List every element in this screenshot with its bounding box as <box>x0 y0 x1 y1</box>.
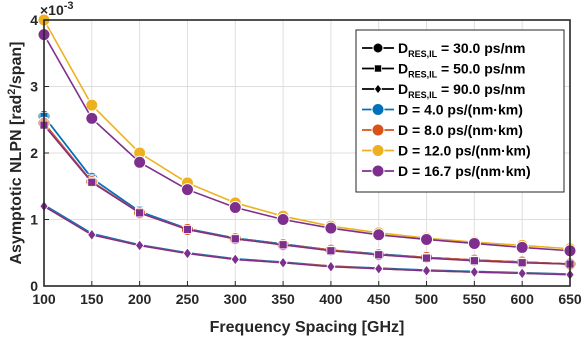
data-point <box>422 253 431 263</box>
data-point <box>517 258 527 268</box>
x-axis-label: Frequency Spacing [GHz] <box>210 319 405 336</box>
series-line <box>43 19 571 250</box>
y-tick-labels: 0 1 2 3 4 <box>30 12 49 294</box>
legend-box <box>355 29 565 193</box>
x-tick-label: 250 <box>176 291 200 307</box>
data-point <box>182 247 193 260</box>
legend-entry-suffix: = 50.0 ps/nm <box>437 61 525 77</box>
y-axis-label-end: /span] <box>8 41 25 88</box>
x-tick-label: 300 <box>224 291 248 307</box>
legend-marker <box>373 64 382 73</box>
legend-entry: DRES,IL = 90.0 ps/nm <box>398 81 525 100</box>
x-tick-label: 150 <box>80 291 104 307</box>
data-point <box>324 221 338 235</box>
legend-entry: D = 4.0 ps/(nm·km) <box>398 102 523 118</box>
legend-marker <box>371 103 385 116</box>
data-point <box>87 228 97 241</box>
legend-entry: D = 8.0 ps/(nm·km) <box>398 122 523 138</box>
legend-entry: D = 16.7 ps/(nm·km) <box>398 163 531 179</box>
y-exponent: ×10-3 <box>40 0 74 18</box>
data-point <box>230 234 240 244</box>
data-point <box>85 98 99 112</box>
y-axis-label-sup: 2 <box>6 89 18 95</box>
data-point <box>133 155 147 169</box>
data-point <box>326 246 336 256</box>
legend-entry: DRES,IL = 50.0 ps/nm <box>398 61 525 80</box>
legend-entry: DRES,IL = 30.0 ps/nm <box>398 40 525 59</box>
data-point <box>135 239 145 252</box>
data-point <box>469 256 479 266</box>
y-exponent-power: -3 <box>64 0 74 12</box>
legend-marker <box>371 164 385 178</box>
y-tick-label: 0 <box>30 278 38 294</box>
data-point <box>183 225 192 234</box>
data-point <box>420 232 434 246</box>
legend-entry-subscript: RES,IL <box>408 70 438 80</box>
plot-series <box>37 13 577 281</box>
legend-marker <box>372 42 384 54</box>
legend-entry-prefix: D <box>398 61 408 77</box>
data-point <box>326 260 336 273</box>
x-tick-label: 450 <box>367 291 391 307</box>
data-point <box>374 250 384 260</box>
legend-marker <box>371 123 385 137</box>
data-point <box>278 240 288 250</box>
data-point <box>421 264 432 277</box>
y-tick-label: 4 <box>30 12 38 28</box>
data-point <box>276 213 290 226</box>
data-point <box>135 208 145 218</box>
data-point <box>228 201 242 215</box>
y-exponent-base: ×10 <box>40 2 64 18</box>
series-line <box>43 205 571 276</box>
legend-marker <box>371 144 385 157</box>
legend-entry: D = 12.0 ps/(nm·km) <box>398 143 531 159</box>
legend-entry-prefix: D <box>398 81 408 97</box>
series-line <box>43 34 571 252</box>
y-axis-label: Asymptotic NLPN [rad2/span] <box>6 41 25 264</box>
data-point <box>374 262 384 275</box>
legend-entry-suffix: = 30.0 ps/nm <box>437 40 525 56</box>
legend-entry-suffix: = 90.0 ps/nm <box>437 81 525 97</box>
y-tick-label: 3 <box>30 79 38 95</box>
data-point <box>372 228 386 242</box>
data-point <box>87 177 97 187</box>
data-point <box>467 236 481 250</box>
data-point <box>278 256 288 269</box>
x-tick-label: 550 <box>463 291 487 307</box>
x-tick-label: 200 <box>128 291 152 307</box>
legend-entry-subscript: RES,IL <box>408 90 438 100</box>
y-tick-label: 2 <box>30 145 38 161</box>
data-point <box>469 265 479 279</box>
y-axis-label-main: Asymptotic NLPN [rad <box>8 95 25 265</box>
series-line <box>43 124 571 265</box>
x-tick-label: 500 <box>415 291 439 307</box>
legend-marker <box>373 83 383 95</box>
data-point <box>230 253 240 266</box>
data-point <box>85 111 99 125</box>
x-tick-label: 400 <box>319 291 343 307</box>
y-tick-label: 1 <box>30 212 38 228</box>
x-tick-label: 650 <box>558 291 582 307</box>
x-tick-label: 600 <box>511 291 535 307</box>
x-tick-label: 100 <box>32 291 56 307</box>
legend-entry-prefix: D <box>398 40 408 56</box>
x-tick-labels: 100 150 200 250 300 350 400 450 500 550 600 650 <box>32 281 582 307</box>
data-point <box>180 183 194 197</box>
data-point <box>517 267 527 280</box>
legend-entry-subscript: RES,IL <box>408 49 438 59</box>
data-point <box>515 240 529 254</box>
x-tick-label: 350 <box>271 291 295 307</box>
